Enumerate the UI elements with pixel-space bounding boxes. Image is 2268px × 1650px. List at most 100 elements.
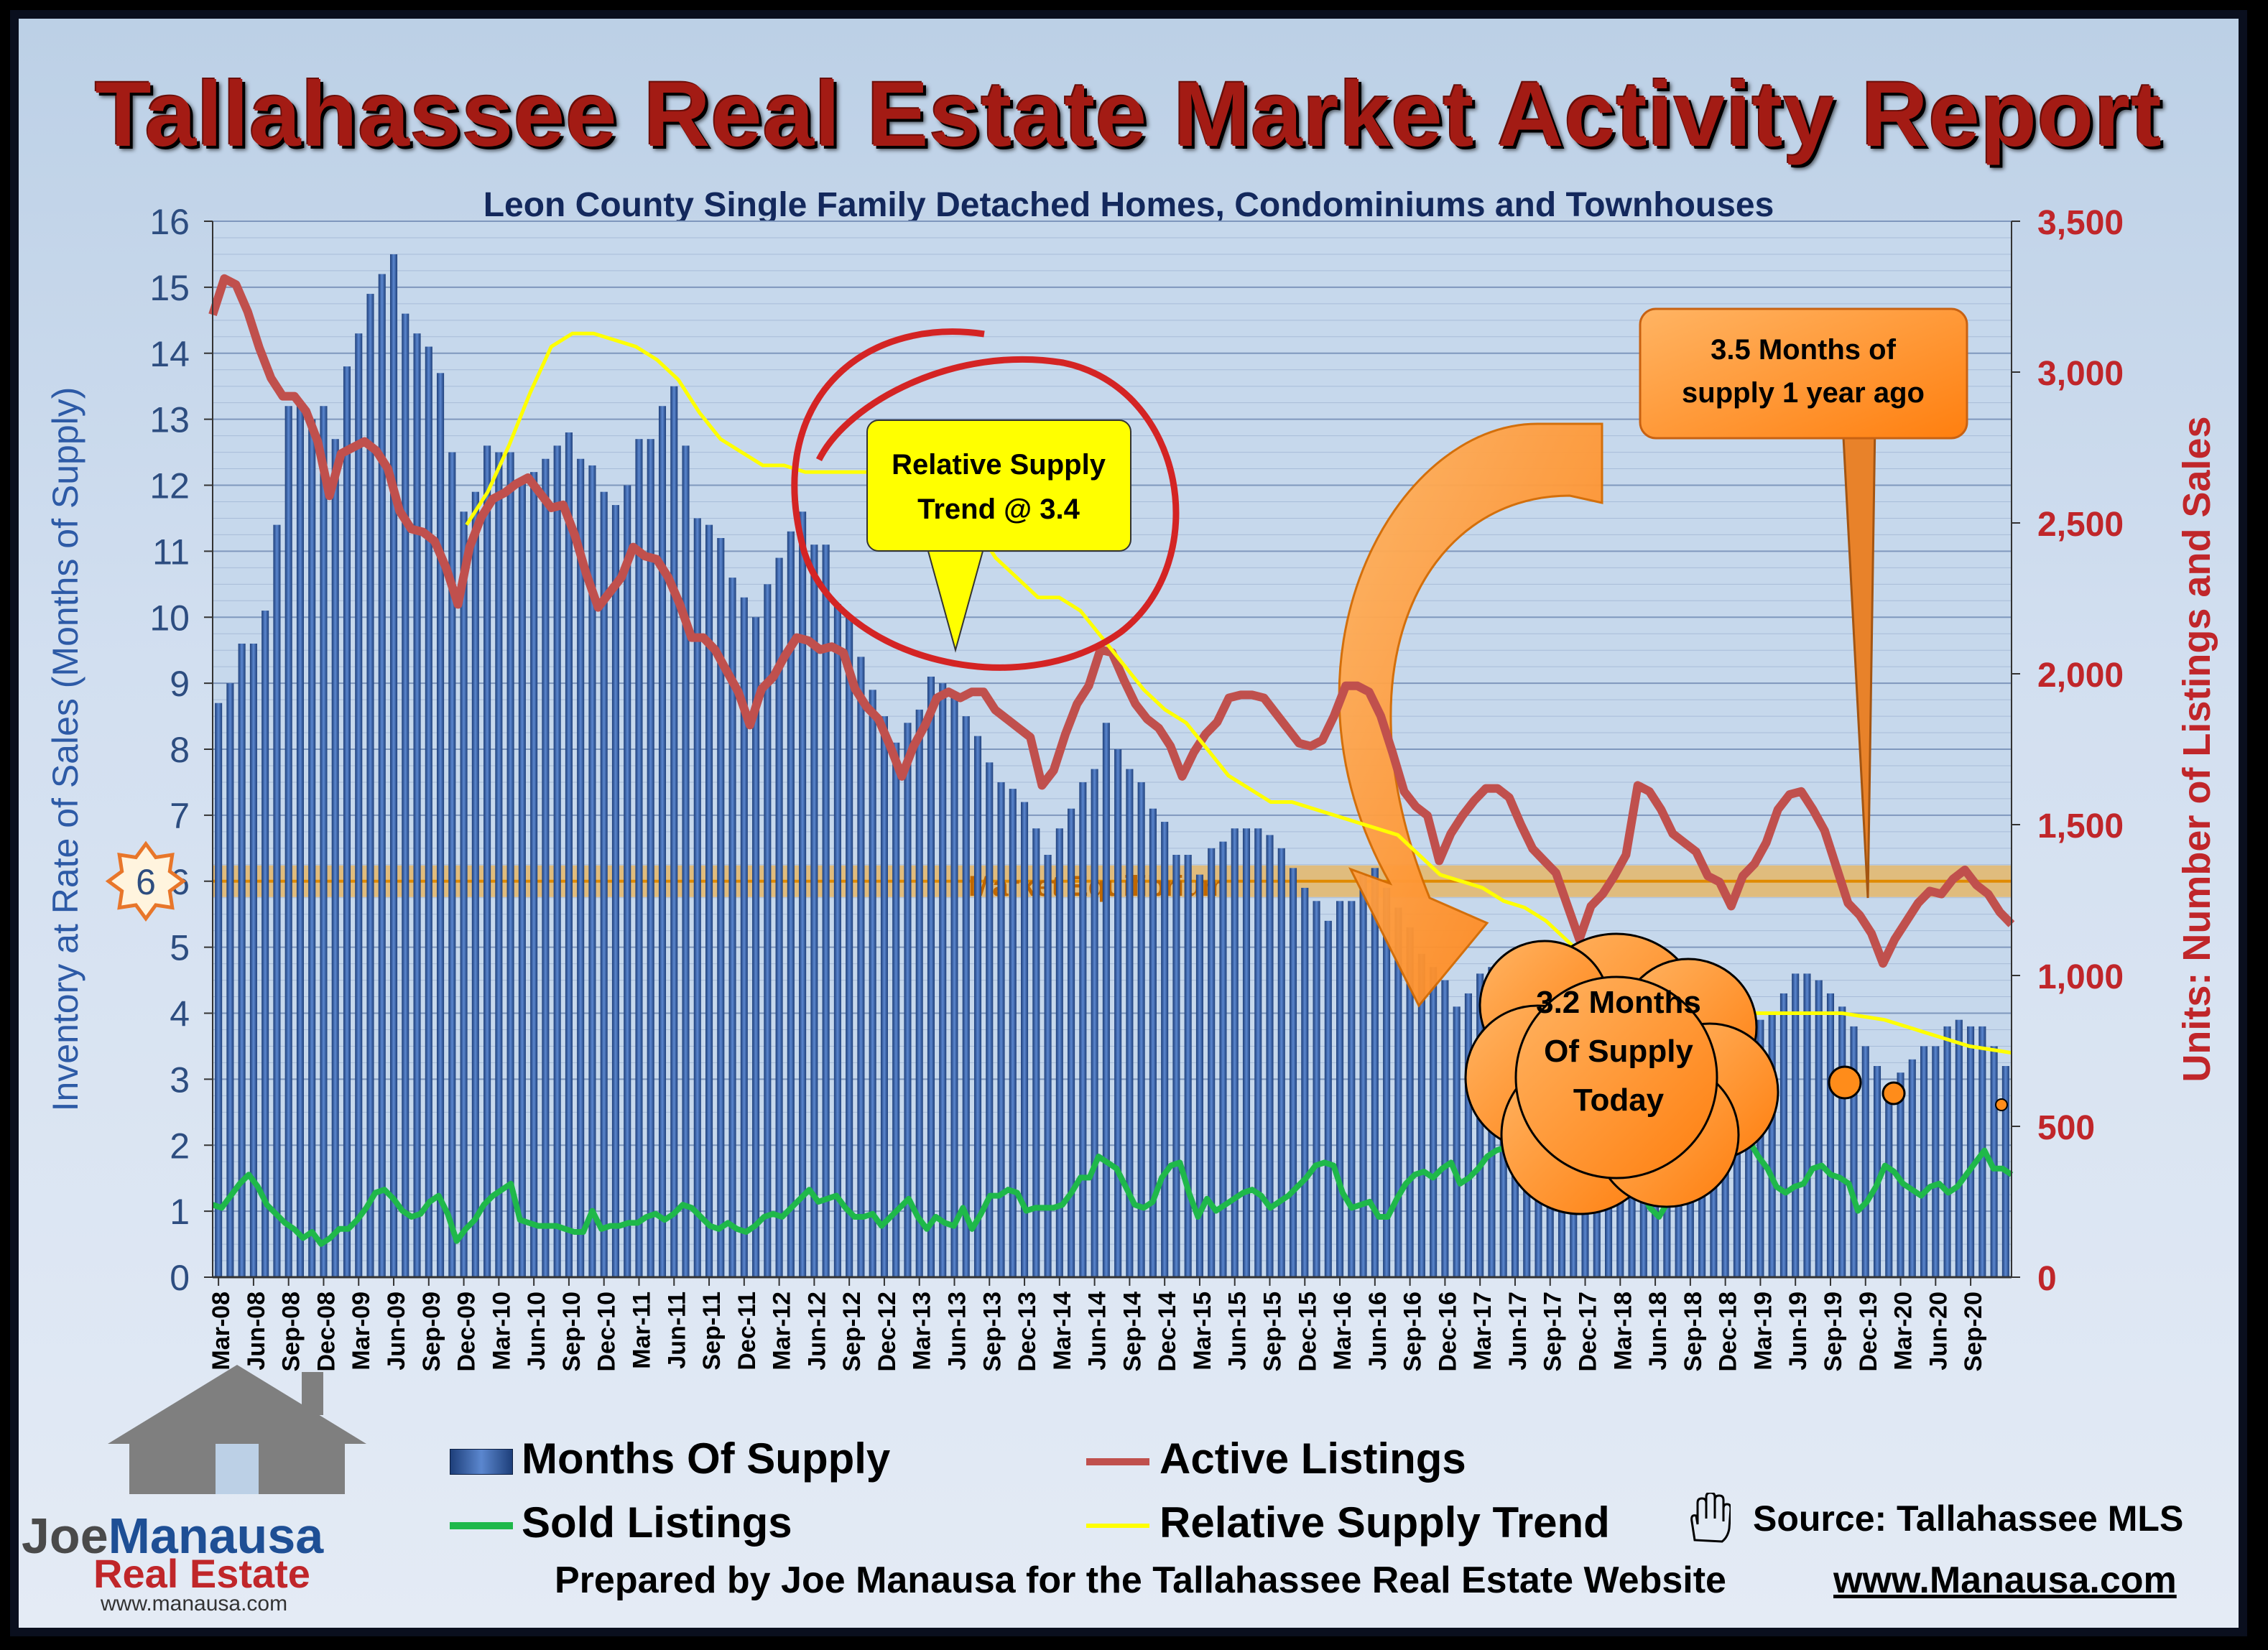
supply-bar <box>1126 769 1134 1277</box>
supply-bar <box>973 736 982 1277</box>
supply-bar <box>483 445 491 1277</box>
supply-bar <box>284 406 292 1277</box>
supply-bar <box>343 366 351 1277</box>
supply-bar <box>378 274 386 1277</box>
supply-bar <box>927 676 935 1277</box>
chart-title: Tallahassee Real Estate Market Activity … <box>95 63 2162 166</box>
supply-bar <box>822 544 830 1277</box>
right-tick-label: 2,000 <box>2037 657 2124 695</box>
ago-box <box>1639 307 1968 440</box>
supply-bar <box>950 696 958 1277</box>
left-tick-label: 13 <box>149 400 190 440</box>
supply-bar <box>1208 848 1216 1277</box>
x-tick-label: Jun-13 <box>944 1292 971 1371</box>
supply-bar <box>857 657 865 1277</box>
star-badge <box>105 840 187 922</box>
legend-swatch-trend <box>1086 1524 1149 1528</box>
today-text-1: 3.2 Months <box>1536 985 1701 1020</box>
supply-bar <box>215 703 223 1277</box>
x-tick-label: Jun-14 <box>1084 1292 1111 1371</box>
right-tick-label: 3,000 <box>2037 355 2124 393</box>
supply-bar <box>1336 901 1344 1277</box>
highlight-circle <box>791 328 1180 671</box>
legend-swatch-sold <box>450 1522 513 1529</box>
x-tick-label: Jun-17 <box>1504 1292 1532 1371</box>
supply-bar <box>1172 855 1180 1277</box>
supply-bar <box>1114 749 1122 1277</box>
supply-bar <box>1242 828 1251 1277</box>
supply-bar <box>611 505 620 1277</box>
supply-bar <box>530 472 538 1277</box>
supply-bar <box>1897 1072 1904 1277</box>
legend-swatch-months <box>450 1449 513 1475</box>
x-tick-label: Sep-19 <box>1820 1292 1847 1372</box>
supply-bar <box>787 531 795 1277</box>
cloud-bubble <box>1881 1081 1906 1106</box>
supply-bar <box>588 465 596 1277</box>
relative-text-2: Trend @ 3.4 <box>917 493 1080 525</box>
left-tick-label: 10 <box>149 598 190 638</box>
left-tick-label: 7 <box>170 796 190 836</box>
today-cloud: 3.2 Months Of Supply Today <box>1464 932 2008 1215</box>
supply-bar <box>389 254 398 1277</box>
supply-bar <box>1359 874 1367 1277</box>
supply-bar <box>1195 874 1203 1277</box>
supply-bar <box>869 690 876 1277</box>
supply-bar <box>647 439 654 1277</box>
supply-bar <box>1137 782 1145 1277</box>
supply-bar <box>331 439 339 1277</box>
supply-bar <box>1277 848 1285 1277</box>
logo-real-estate: Real Estate <box>93 1551 310 1596</box>
x-tick-label: Sep-18 <box>1680 1292 1707 1372</box>
left-tick-label: 15 <box>149 268 190 308</box>
supply-bar <box>717 538 725 1277</box>
supply-bar <box>833 603 841 1277</box>
supply-bar <box>437 373 445 1277</box>
supply-bar <box>1920 1046 1928 1277</box>
x-tick-label: Sep-08 <box>278 1292 305 1372</box>
x-tick-label: Jun-09 <box>383 1292 410 1371</box>
x-tick-label: Dec-18 <box>1715 1292 1742 1372</box>
supply-bar <box>670 386 678 1277</box>
x-tick-label: Mar-12 <box>769 1292 796 1371</box>
supply-bar <box>939 683 947 1277</box>
supply-bar <box>1417 953 1425 1277</box>
house-icon <box>108 1365 366 1494</box>
supply-bar <box>658 406 667 1277</box>
supply-bar <box>1266 835 1274 1277</box>
x-tick-label: Sep-17 <box>1540 1292 1567 1372</box>
supply-bar <box>635 439 643 1277</box>
source-note: Source: Tallahassee MLS <box>1753 1498 2184 1539</box>
supply-bar <box>705 524 713 1277</box>
left-tick-label: 4 <box>170 994 190 1034</box>
right-tick-label: 1,000 <box>2037 958 2124 996</box>
left-tick-label: 11 <box>152 532 190 572</box>
supply-bar <box>308 419 316 1277</box>
x-tick-label: Dec-08 <box>313 1292 341 1372</box>
x-tick-label: Jun-15 <box>1224 1292 1251 1371</box>
x-tick-label: Dec-14 <box>1154 1292 1181 1372</box>
left-tick-label: 0 <box>170 1258 190 1298</box>
supply-bar <box>1885 1092 1893 1277</box>
relative-note-box <box>866 420 1131 552</box>
supply-bar <box>740 597 748 1277</box>
x-tick-label: Dec-11 <box>733 1292 761 1371</box>
ago-text-1: 3.5 Months of <box>1711 334 1896 366</box>
supply-bar <box>1371 868 1379 1277</box>
left-tick-label: 3 <box>170 1060 190 1100</box>
supply-bar <box>1289 868 1297 1277</box>
supply-bar <box>846 617 853 1277</box>
supply-bar <box>553 445 561 1277</box>
supply-bar <box>1932 1046 1940 1277</box>
x-tick-label: Mar-10 <box>488 1292 515 1371</box>
x-tick-label: Dec-17 <box>1575 1292 1602 1372</box>
supply-bar <box>1313 901 1320 1277</box>
axes: 012345678910111213141516Inventory at Rat… <box>45 202 2218 1372</box>
cloud-puff <box>1514 975 1718 1179</box>
website-link[interactable]: www.Manausa.com <box>1833 1559 2177 1601</box>
supply-bar <box>261 611 269 1277</box>
legend-label-months: Months Of Supply <box>522 1435 891 1483</box>
supply-bar <box>693 518 701 1277</box>
left-tick-label: 5 <box>170 928 190 968</box>
supply-bar <box>1394 907 1402 1277</box>
